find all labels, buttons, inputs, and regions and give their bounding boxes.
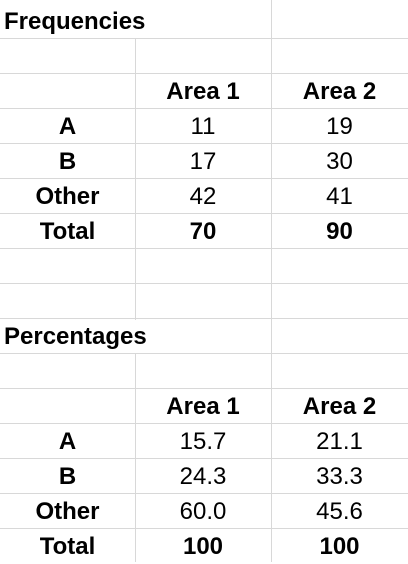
percentages-cell[interactable]: 33.3 (316, 462, 363, 490)
frequencies-cell[interactable]: 42 (189, 182, 217, 210)
percentages-row-label[interactable]: Other (35, 497, 100, 525)
frequencies-cell[interactable]: 41 (326, 182, 353, 210)
grid-line (0, 248, 408, 249)
grid-line (0, 458, 408, 459)
grid-line (135, 38, 136, 320)
grid-line (0, 493, 408, 494)
percentages-row-label[interactable]: A (58, 427, 77, 455)
percentages-title[interactable]: Percentages (4, 322, 147, 350)
percentages-row-label[interactable]: B (58, 462, 77, 490)
frequencies-total-cell[interactable]: 70 (189, 217, 217, 245)
grid-line (0, 528, 408, 529)
frequencies-header-area-1[interactable]: Area 1 (166, 77, 240, 105)
percentages-row-label[interactable]: Total (39, 532, 96, 560)
grid-line (0, 38, 408, 39)
frequencies-cell[interactable]: 30 (326, 147, 353, 175)
percentages-total-cell[interactable]: 100 (182, 532, 224, 560)
grid-line (271, 0, 272, 562)
percentages-cell[interactable]: 21.1 (316, 427, 363, 455)
percentages-cell[interactable]: 24.3 (179, 462, 227, 490)
percentages-total-cell[interactable]: 100 (319, 532, 360, 560)
grid-line (0, 213, 408, 214)
frequencies-title[interactable]: Frequencies (4, 7, 146, 35)
grid-line (0, 318, 408, 319)
frequencies-row-label[interactable]: Other (35, 182, 100, 210)
grid-line (0, 353, 408, 354)
frequencies-row-label[interactable]: Total (39, 217, 96, 245)
grid-line (135, 353, 136, 562)
grid-line (0, 108, 408, 109)
grid-line (0, 178, 408, 179)
grid-line (0, 143, 408, 144)
frequencies-row-label[interactable]: B (58, 147, 77, 175)
grid-line (0, 73, 408, 74)
percentages-cell[interactable]: 45.6 (316, 497, 363, 525)
percentages-cell[interactable]: 15.7 (179, 427, 227, 455)
percentages-cell[interactable]: 60.0 (179, 497, 227, 525)
frequencies-cell[interactable]: 11 (190, 112, 216, 140)
frequencies-total-cell[interactable]: 90 (326, 217, 353, 245)
frequencies-cell[interactable]: 19 (326, 112, 353, 140)
grid-line (0, 283, 408, 284)
frequencies-header-area-2[interactable]: Area 2 (302, 77, 377, 105)
grid-line (0, 423, 408, 424)
percentages-header-area-1[interactable]: Area 1 (166, 392, 240, 420)
grid-line (0, 388, 408, 389)
percentages-header-area-2[interactable]: Area 2 (302, 392, 377, 420)
frequencies-row-label[interactable]: A (58, 112, 77, 140)
frequencies-cell[interactable]: 17 (189, 147, 217, 175)
